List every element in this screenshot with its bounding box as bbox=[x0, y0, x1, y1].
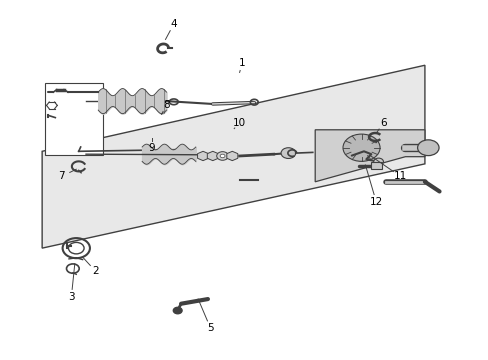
Text: 5: 5 bbox=[206, 323, 213, 333]
Text: 11: 11 bbox=[393, 171, 407, 181]
Text: 12: 12 bbox=[369, 197, 382, 207]
Text: 9: 9 bbox=[148, 143, 155, 153]
Text: 2: 2 bbox=[92, 266, 99, 276]
Circle shape bbox=[417, 140, 438, 156]
Text: 1: 1 bbox=[238, 58, 245, 68]
Text: 4: 4 bbox=[170, 19, 177, 29]
Circle shape bbox=[373, 158, 383, 165]
Text: 7: 7 bbox=[58, 171, 65, 181]
Bar bbox=[44, 83, 103, 155]
Circle shape bbox=[216, 152, 228, 160]
Text: 6: 6 bbox=[379, 118, 386, 128]
Text: 10: 10 bbox=[233, 118, 245, 128]
Circle shape bbox=[281, 148, 295, 158]
Polygon shape bbox=[42, 65, 424, 248]
Text: 8: 8 bbox=[163, 100, 169, 110]
Circle shape bbox=[173, 307, 182, 314]
Polygon shape bbox=[315, 130, 424, 182]
Circle shape bbox=[342, 134, 379, 161]
Text: 3: 3 bbox=[68, 292, 75, 302]
Bar bbox=[370, 162, 381, 169]
Circle shape bbox=[220, 154, 224, 158]
